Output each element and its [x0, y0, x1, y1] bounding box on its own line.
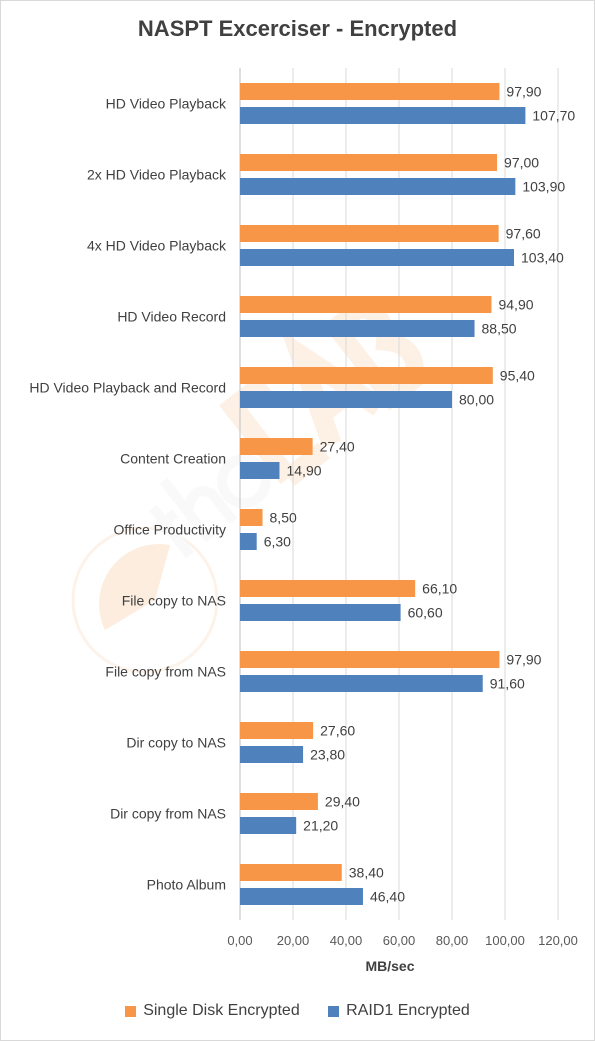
bar-single-disk [240, 154, 498, 171]
bar-raid1 [240, 391, 452, 408]
data-label: 95,40 [500, 368, 535, 384]
bar-raid1 [240, 888, 363, 905]
bar-raid1 [240, 462, 280, 479]
x-tick-labels: 0,00 20,00 40,00 60,00 80,00 100,00 120,00 [227, 933, 578, 948]
data-label: 103,90 [522, 179, 565, 195]
category-label: File copy from NAS [105, 664, 226, 680]
bar-raid1 [240, 817, 297, 834]
legend-label: RAID1 Encrypted [346, 1002, 470, 1019]
data-label: 107,70 [532, 108, 575, 124]
chart-title: NASPT Excerciser - Encrypted [137, 16, 458, 41]
x-tick-label: 20,00 [277, 933, 310, 948]
category-label: HD Video Playback [106, 96, 227, 112]
x-tick-label: 100,00 [485, 933, 525, 948]
legend-label: Single Disk Encrypted [143, 1002, 300, 1019]
bar-single-disk [240, 225, 499, 242]
data-label: 46,40 [370, 889, 405, 905]
bar-single-disk [240, 438, 313, 455]
data-label: 27,60 [320, 723, 355, 739]
data-label: 94,90 [498, 297, 533, 313]
data-label: 8,50 [270, 510, 297, 526]
bar-raid1 [240, 249, 515, 266]
data-label: 97,90 [506, 84, 541, 100]
bar-raid1 [240, 533, 257, 550]
bar-raid1 [240, 746, 304, 763]
data-label: 88,50 [482, 321, 517, 337]
x-axis-title: MB/sec [365, 958, 414, 974]
category-labels: HD Video Playback 2x HD Video Playback 4x … [29, 96, 227, 893]
bars: 97,90 107,70 97,00 103,90 97,60 103,40 94,90 88… [240, 83, 575, 905]
data-label: 27,40 [320, 439, 355, 455]
data-label: 66,10 [422, 581, 457, 597]
data-label: 60,60 [408, 605, 443, 621]
legend-item-raid1: RAID1 Encrypted [328, 1002, 470, 1020]
bar-single-disk [240, 367, 493, 384]
data-label: 21,20 [303, 818, 338, 834]
category-label: Photo Album [147, 877, 226, 893]
bar-raid1 [240, 320, 475, 337]
data-label: 29,40 [325, 794, 360, 810]
category-label: Content Creation [120, 451, 226, 467]
bar-single-disk [240, 83, 500, 100]
category-label: HD Video Record [117, 309, 226, 325]
bar-raid1 [240, 675, 483, 692]
data-label: 6,30 [264, 534, 291, 550]
category-label: 2x HD Video Playback [87, 167, 227, 183]
bar-single-disk [240, 793, 318, 810]
legend-item-single-disk: Single Disk Encrypted [125, 1002, 300, 1020]
x-tick-label: 80,00 [436, 933, 469, 948]
bar-single-disk [240, 864, 342, 881]
bar-single-disk [240, 651, 500, 668]
data-label: 14,90 [286, 463, 321, 479]
category-label: 4x HD Video Playback [87, 238, 227, 254]
category-label: File copy to NAS [122, 593, 226, 609]
x-tick-label: 60,00 [383, 933, 416, 948]
bar-raid1 [240, 107, 526, 124]
data-label: 97,00 [504, 155, 539, 171]
legend-swatch-orange [125, 1005, 137, 1017]
bar-raid1 [240, 178, 516, 195]
data-label: 97,60 [506, 226, 541, 242]
legend-swatch-blue [328, 1005, 340, 1017]
data-label: 91,60 [490, 676, 525, 692]
data-label: 38,40 [349, 865, 384, 881]
category-label: Dir copy from NAS [110, 806, 226, 822]
data-label: 103,40 [521, 250, 564, 266]
category-label: HD Video Playback and Record [29, 380, 226, 396]
gridlines [239, 68, 559, 920]
x-tick-label: 40,00 [330, 933, 363, 948]
x-tick-label: 0,00 [227, 933, 252, 948]
bar-single-disk [240, 296, 492, 313]
category-label: Dir copy to NAS [126, 735, 226, 751]
bar-single-disk [240, 722, 314, 739]
data-label: 80,00 [459, 392, 494, 408]
category-label: Office Productivity [113, 522, 226, 538]
data-label: 23,80 [310, 747, 345, 763]
bar-single-disk [240, 580, 416, 597]
bar-raid1 [240, 604, 401, 621]
legend: Single Disk Encrypted RAID1 Encrypted [0, 1002, 595, 1022]
bar-single-disk [240, 509, 263, 526]
x-tick-label: 120,00 [538, 933, 578, 948]
data-label: 97,90 [506, 652, 541, 668]
